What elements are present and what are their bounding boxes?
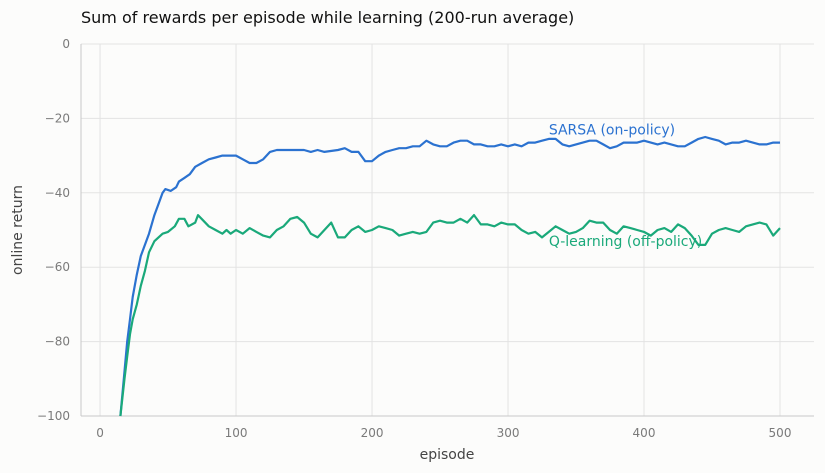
gridlines [81, 43, 814, 416]
q-learning-annotation: Q-learning (off-policy) [549, 234, 702, 250]
y-tick-label: −80 [45, 335, 70, 349]
y-tick-label: −20 [45, 111, 70, 125]
y-axis-label: online return [10, 185, 26, 275]
x-tick-label: 100 [225, 426, 248, 440]
q-learning-line [119, 214, 781, 417]
x-axis-label: episode [420, 447, 475, 463]
y-tick-label: −100 [37, 409, 70, 423]
x-tick-label: 0 [96, 426, 104, 440]
y-tick-label: −40 [45, 186, 70, 200]
sarsa-line [119, 135, 780, 417]
x-tick-label: 500 [769, 426, 792, 440]
x-tick-label: 400 [633, 426, 656, 440]
y-tick-label: 0 [62, 37, 70, 51]
x-tick-label: 300 [497, 426, 520, 440]
series-annotations: SARSA (on-policy) Q-learning (off-policy) [549, 123, 702, 251]
x-tick-labels: 0 100 200 300 400 500 [96, 426, 791, 440]
y-tick-labels: 0 −20 −40 −60 −80 −100 [37, 37, 70, 423]
axes [80, 44, 814, 417]
x-tick-label: 200 [361, 426, 384, 440]
y-tick-label: −60 [45, 260, 70, 274]
chart-title: Sum of rewards per episode while learnin… [81, 8, 575, 27]
series-lines [119, 135, 781, 417]
sarsa-annotation: SARSA (on-policy) [549, 123, 675, 139]
